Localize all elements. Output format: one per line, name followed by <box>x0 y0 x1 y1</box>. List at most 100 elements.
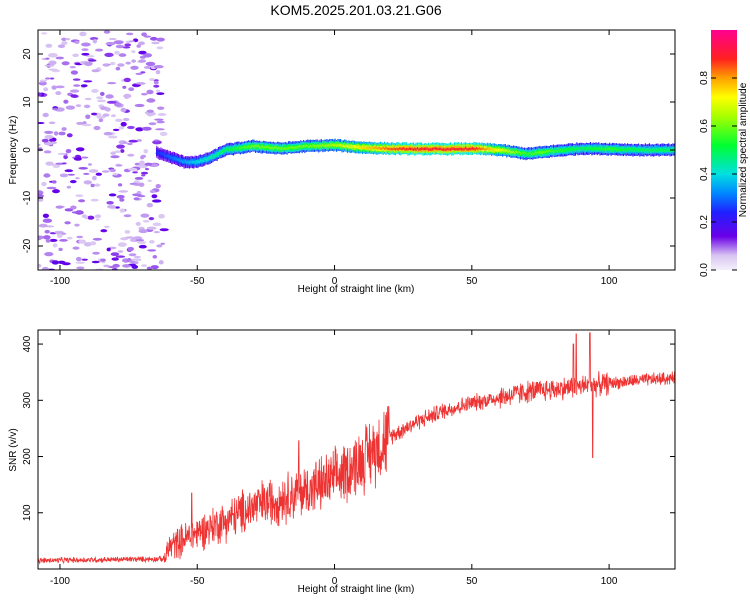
noise-blob <box>114 102 122 107</box>
ridge-segment <box>289 146 291 150</box>
ridge-segment <box>212 155 214 158</box>
noise-blob <box>106 247 111 252</box>
noise-blob <box>138 229 148 234</box>
noise-blob <box>72 246 80 250</box>
noise-blob <box>113 128 120 132</box>
ridge-segment <box>397 148 399 151</box>
ridge-segment <box>614 147 616 150</box>
noise-blob <box>104 225 110 228</box>
noise-blob <box>138 59 146 63</box>
noise-blob <box>153 84 160 88</box>
noise-blob <box>115 66 121 71</box>
noise-blob <box>116 144 125 149</box>
noise-blob <box>76 235 84 239</box>
noise-blob <box>70 70 78 75</box>
ridge-segment <box>578 147 581 150</box>
ridge-segment <box>454 147 456 151</box>
ridge-segment <box>340 144 342 147</box>
noise-blob <box>110 151 117 155</box>
ridge-segment <box>572 147 574 151</box>
ridge-segment <box>377 147 379 150</box>
noise-blob <box>110 155 120 159</box>
ridge-segment <box>482 147 484 150</box>
noise-blob <box>117 242 127 247</box>
noise-blob <box>136 44 141 48</box>
ridge-segment <box>275 146 277 149</box>
ridge-segment <box>303 144 305 148</box>
noise-blob <box>159 131 168 136</box>
ridge-segment <box>530 152 533 156</box>
ridge-segment <box>664 149 666 152</box>
ridge-segment <box>172 157 174 160</box>
ridge-segment <box>425 147 427 151</box>
ridge-segment <box>489 147 491 151</box>
noise-blob <box>45 57 50 60</box>
ridge-segment <box>189 161 191 164</box>
ridge-segment <box>524 151 526 155</box>
noise-blob <box>91 260 100 264</box>
ridge-segment <box>532 152 534 156</box>
ridge-segment <box>485 147 487 151</box>
ridge-segment <box>507 150 509 153</box>
ridge-segment <box>213 155 215 158</box>
noise-blob <box>44 64 55 67</box>
noise-blob <box>115 206 120 209</box>
noise-blob <box>113 40 124 45</box>
noise-blob <box>48 68 58 71</box>
noise-blob <box>75 256 82 262</box>
ridge-segment <box>635 148 637 152</box>
noise-blob <box>81 214 87 219</box>
noise-blob <box>103 264 110 268</box>
ridge-segment <box>261 145 263 148</box>
ridge-segment <box>492 148 494 152</box>
ridge-segment <box>625 148 627 152</box>
noise-blob <box>119 198 125 202</box>
ridge-segment <box>506 149 508 152</box>
ridge-segment <box>462 148 464 151</box>
noise-blob <box>48 121 56 125</box>
noise-blob <box>70 180 77 184</box>
ridge-segment <box>222 150 224 153</box>
ridge-segment <box>162 152 165 156</box>
ridge-segment <box>272 147 274 150</box>
noise-blob <box>92 251 100 255</box>
ridge-segment <box>375 146 377 150</box>
noise-blob <box>155 128 165 131</box>
ridge-segment <box>216 153 218 156</box>
x-tick-label: 100 <box>601 576 618 587</box>
noise-blob <box>64 208 74 212</box>
ridge-segment <box>486 147 489 150</box>
noise-blob <box>153 231 160 234</box>
noise-blob <box>48 53 58 58</box>
noise-blob <box>94 214 102 218</box>
noise-blob <box>74 40 80 45</box>
ridge-segment <box>282 147 284 150</box>
noise-blob <box>41 181 47 187</box>
ridge-segment <box>574 148 576 151</box>
ridge-segment <box>200 159 202 162</box>
ridge-segment <box>186 161 188 164</box>
ridge-segment <box>209 156 211 159</box>
ridge-segment <box>331 143 333 147</box>
noise-blob <box>55 91 62 96</box>
noise-blob <box>38 263 42 268</box>
noise-blob <box>135 239 145 242</box>
noise-blob <box>67 173 75 176</box>
ridge-segment <box>337 143 339 147</box>
y-tick-label: 300 <box>22 392 33 409</box>
ridge-segment <box>481 147 483 150</box>
y-tick-label: 100 <box>22 504 33 521</box>
noise-blob <box>140 71 146 74</box>
ridge-segment <box>313 144 316 148</box>
ridge-segment <box>539 150 541 154</box>
noise-blob <box>152 199 162 203</box>
ridge-segment <box>611 147 613 150</box>
ridge-segment <box>515 150 517 153</box>
ridge-segment <box>364 147 366 150</box>
noise-blob <box>42 218 53 223</box>
y-tick-label: 400 <box>22 335 33 352</box>
ridge-segment <box>552 150 554 153</box>
ridge-segment <box>175 157 177 160</box>
ridge-segment <box>661 148 663 151</box>
ridge-segment <box>496 149 498 152</box>
